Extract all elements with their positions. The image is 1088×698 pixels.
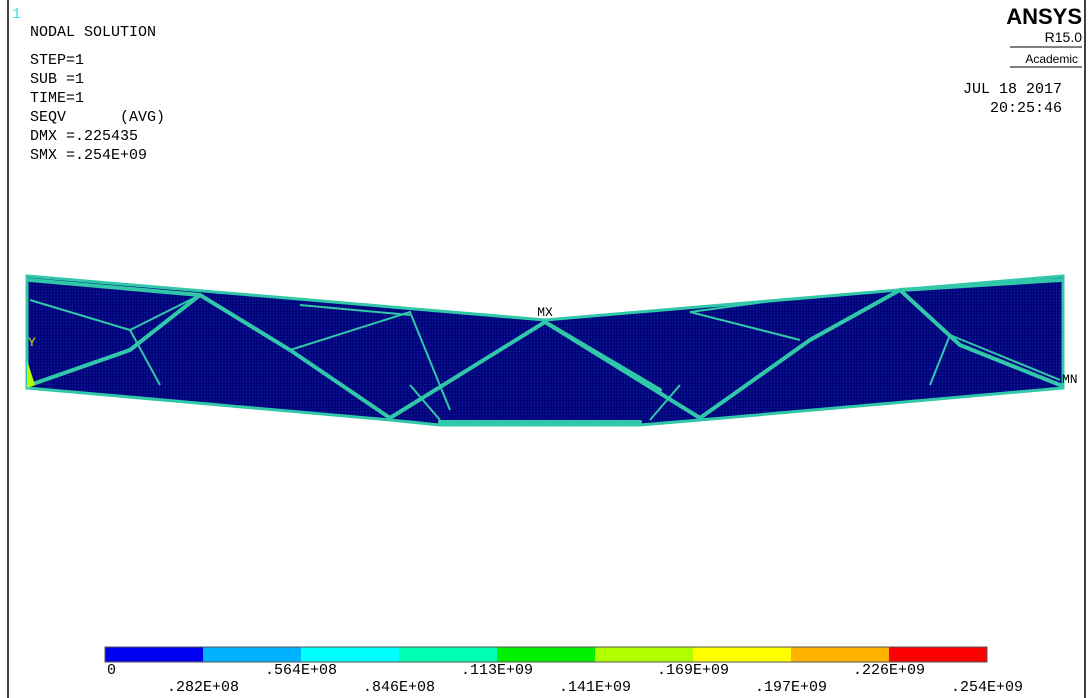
info-line: SEQV (AVG) xyxy=(30,109,165,126)
max-marker: MX xyxy=(537,305,553,320)
legend-swatch xyxy=(595,647,693,662)
date: JUL 18 2017 xyxy=(963,81,1062,98)
legend-label: .254E+09 xyxy=(951,679,1023,696)
legend-label: .564E+08 xyxy=(265,662,337,679)
logo: ANSYS xyxy=(1006,4,1082,29)
legend-label: .282E+08 xyxy=(167,679,239,696)
legend-label: .197E+09 xyxy=(755,679,827,696)
graphics-window: 1 NODAL SOLUTION STEP=1 SUB =1 TIME=1 SEQV (… xyxy=(0,0,1088,698)
legend-swatch xyxy=(889,647,987,662)
time: 20:25:46 xyxy=(990,100,1062,117)
edition: Academic xyxy=(1025,52,1078,66)
legend: 0 .282E+08 .564E+08 .846E+08 .113E+09 .141E+0… xyxy=(105,647,1023,696)
legend-swatch xyxy=(399,647,497,662)
info-line: SUB =1 xyxy=(30,71,84,88)
info-line: TIME=1 xyxy=(30,90,84,107)
legend-swatch xyxy=(497,647,595,662)
legend-label: .846E+08 xyxy=(363,679,435,696)
window-number: 1 xyxy=(12,6,21,23)
legend-swatch xyxy=(693,647,791,662)
info-line: STEP=1 xyxy=(30,52,84,69)
min-marker: MN xyxy=(1062,372,1078,387)
legend-label: .226E+09 xyxy=(853,662,925,679)
legend-label: 0 xyxy=(107,662,116,679)
release: R15.0 xyxy=(1045,29,1083,45)
info-line: NODAL SOLUTION xyxy=(30,24,156,41)
legend-label: .113E+09 xyxy=(461,662,533,679)
legend-swatch xyxy=(105,647,203,662)
axis-label: Y xyxy=(28,335,36,350)
legend-swatch xyxy=(301,647,399,662)
legend-swatch xyxy=(791,647,889,662)
info-line: DMX =.225435 xyxy=(30,128,138,145)
legend-label: .141E+09 xyxy=(559,679,631,696)
legend-label: .169E+09 xyxy=(657,662,729,679)
info-line: SMX =.254E+09 xyxy=(30,147,147,164)
legend-swatch xyxy=(203,647,301,662)
info-block: NODAL SOLUTION STEP=1 SUB =1 TIME=1 SEQV (AV… xyxy=(30,24,165,164)
beam xyxy=(27,276,1063,425)
